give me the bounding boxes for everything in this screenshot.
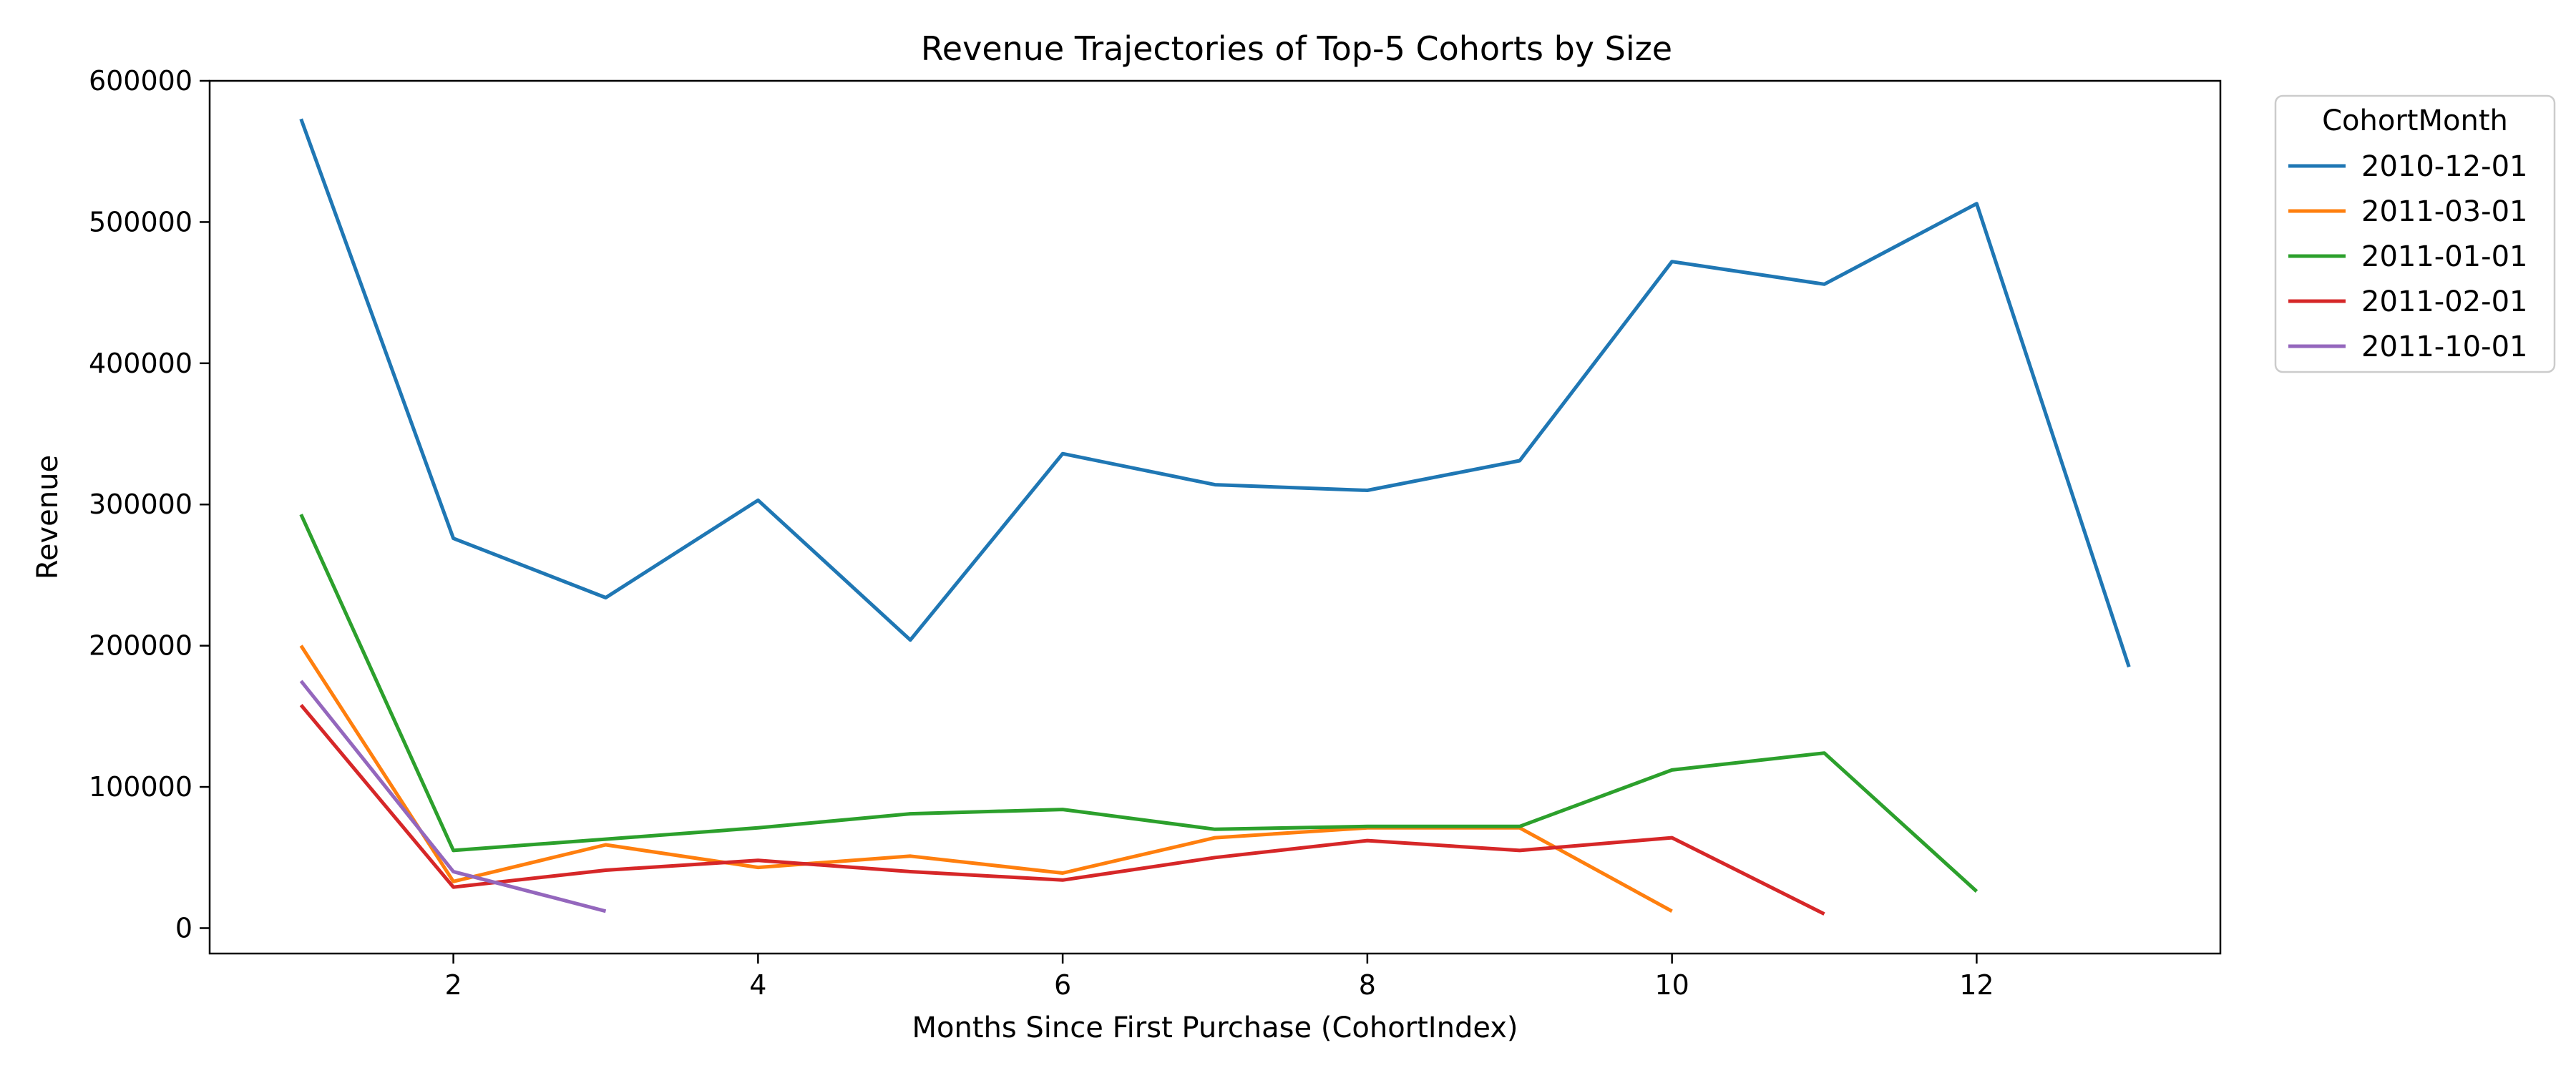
x-tick-label: 8: [1359, 969, 1376, 1001]
series-line-2011-03-01: [299, 645, 1673, 913]
chart-title: Revenue Trajectories of Top-5 Cohorts by…: [921, 29, 1672, 68]
x-axis-ticks: 2 4 6 8 10 12: [445, 954, 1994, 1001]
y-tick-label: 300000: [89, 489, 192, 520]
x-tick-label: 10: [1654, 969, 1689, 1001]
x-tick-label: 12: [1959, 969, 1994, 1001]
plot-frame: [208, 79, 2222, 955]
y-axis-label: Revenue: [31, 455, 64, 579]
y-tick-label: 200000: [89, 630, 192, 662]
series-line-2011-02-01: [299, 703, 1825, 916]
x-axis-label: Months Since First Purchase (CohortIndex…: [912, 1011, 1518, 1044]
legend-title: CohortMonth: [2322, 104, 2508, 137]
legend: CohortMonth 2010-12-01 2011-03-01 2011-01-…: [2274, 94, 2556, 373]
y-tick-label: 500000: [89, 206, 192, 237]
legend-items: 2010-12-01 2011-03-01 2011-01-01 2011-02-01…: [2288, 150, 2527, 363]
legend-label: 2011-10-01: [2361, 330, 2527, 363]
series-line-2011-01-01: [299, 514, 1979, 893]
series-line-2011-10-01: [299, 680, 607, 913]
legend-label: 2011-02-01: [2361, 285, 2527, 318]
series-lines: [299, 118, 2131, 916]
x-tick-label: 4: [749, 969, 766, 1001]
y-axis-ticks: 0 100000 200000 300000 400000 500000 600000: [89, 65, 210, 944]
x-tick-label: 2: [445, 969, 462, 1001]
series-line-2010-12-01: [299, 118, 2131, 668]
y-tick-label: 600000: [89, 65, 192, 97]
x-tick-label: 6: [1054, 969, 1071, 1001]
y-tick-label: 400000: [89, 348, 192, 379]
legend-label: 2011-01-01: [2361, 240, 2527, 273]
legend-label: 2011-03-01: [2361, 195, 2527, 228]
legend-label: 2010-12-01: [2361, 150, 2527, 183]
y-tick-label: 100000: [89, 771, 192, 803]
y-tick-label: 0: [175, 912, 192, 944]
